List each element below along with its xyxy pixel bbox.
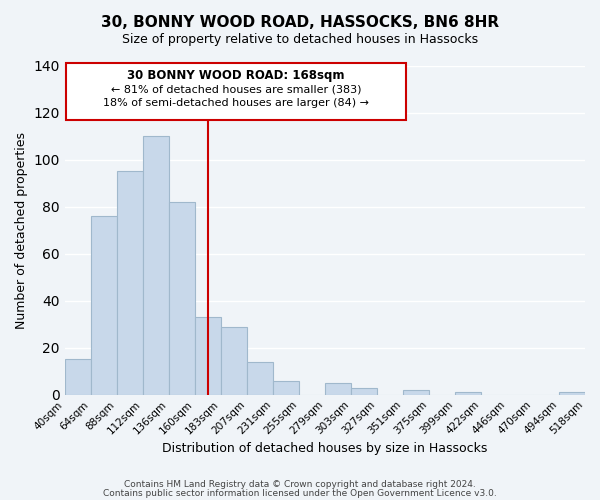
Bar [169, 202, 195, 394]
Bar [65, 360, 91, 394]
X-axis label: Distribution of detached houses by size in Hassocks: Distribution of detached houses by size … [162, 442, 488, 455]
Text: Size of property relative to detached houses in Hassocks: Size of property relative to detached ho… [122, 32, 478, 46]
Text: 30, BONNY WOOD ROAD, HASSOCKS, BN6 8HR: 30, BONNY WOOD ROAD, HASSOCKS, BN6 8HR [101, 15, 499, 30]
Bar [455, 392, 481, 394]
Bar [221, 326, 247, 394]
Bar [273, 380, 299, 394]
Bar [143, 136, 169, 394]
Bar [117, 172, 143, 394]
Bar [559, 392, 585, 394]
Bar [325, 383, 351, 394]
Text: ← 81% of detached houses are smaller (383): ← 81% of detached houses are smaller (38… [110, 84, 361, 94]
Text: Contains public sector information licensed under the Open Government Licence v3: Contains public sector information licen… [103, 488, 497, 498]
Text: 30 BONNY WOOD ROAD: 168sqm: 30 BONNY WOOD ROAD: 168sqm [127, 70, 344, 82]
Text: Contains HM Land Registry data © Crown copyright and database right 2024.: Contains HM Land Registry data © Crown c… [124, 480, 476, 489]
Y-axis label: Number of detached properties: Number of detached properties [15, 132, 28, 328]
Bar [195, 317, 221, 394]
Bar [403, 390, 429, 394]
Bar [91, 216, 117, 394]
Text: 18% of semi-detached houses are larger (84) →: 18% of semi-detached houses are larger (… [103, 98, 369, 108]
Bar [247, 362, 273, 394]
Bar [351, 388, 377, 394]
